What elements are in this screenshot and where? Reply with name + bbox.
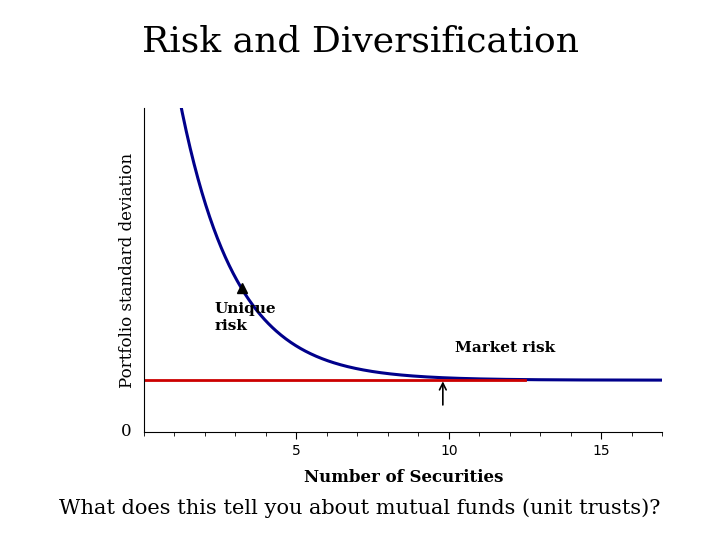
Text: Risk and Diversification: Risk and Diversification [142,24,578,58]
Text: Unique
risk: Unique risk [214,302,276,333]
Text: What does this tell you about mutual funds (unit trusts)?: What does this tell you about mutual fun… [59,499,661,518]
Y-axis label: Portfolio standard deviation: Portfolio standard deviation [119,152,135,388]
Text: 0: 0 [121,423,132,441]
X-axis label: Number of Securities: Number of Securities [304,469,503,486]
Text: Market risk: Market risk [455,341,555,355]
